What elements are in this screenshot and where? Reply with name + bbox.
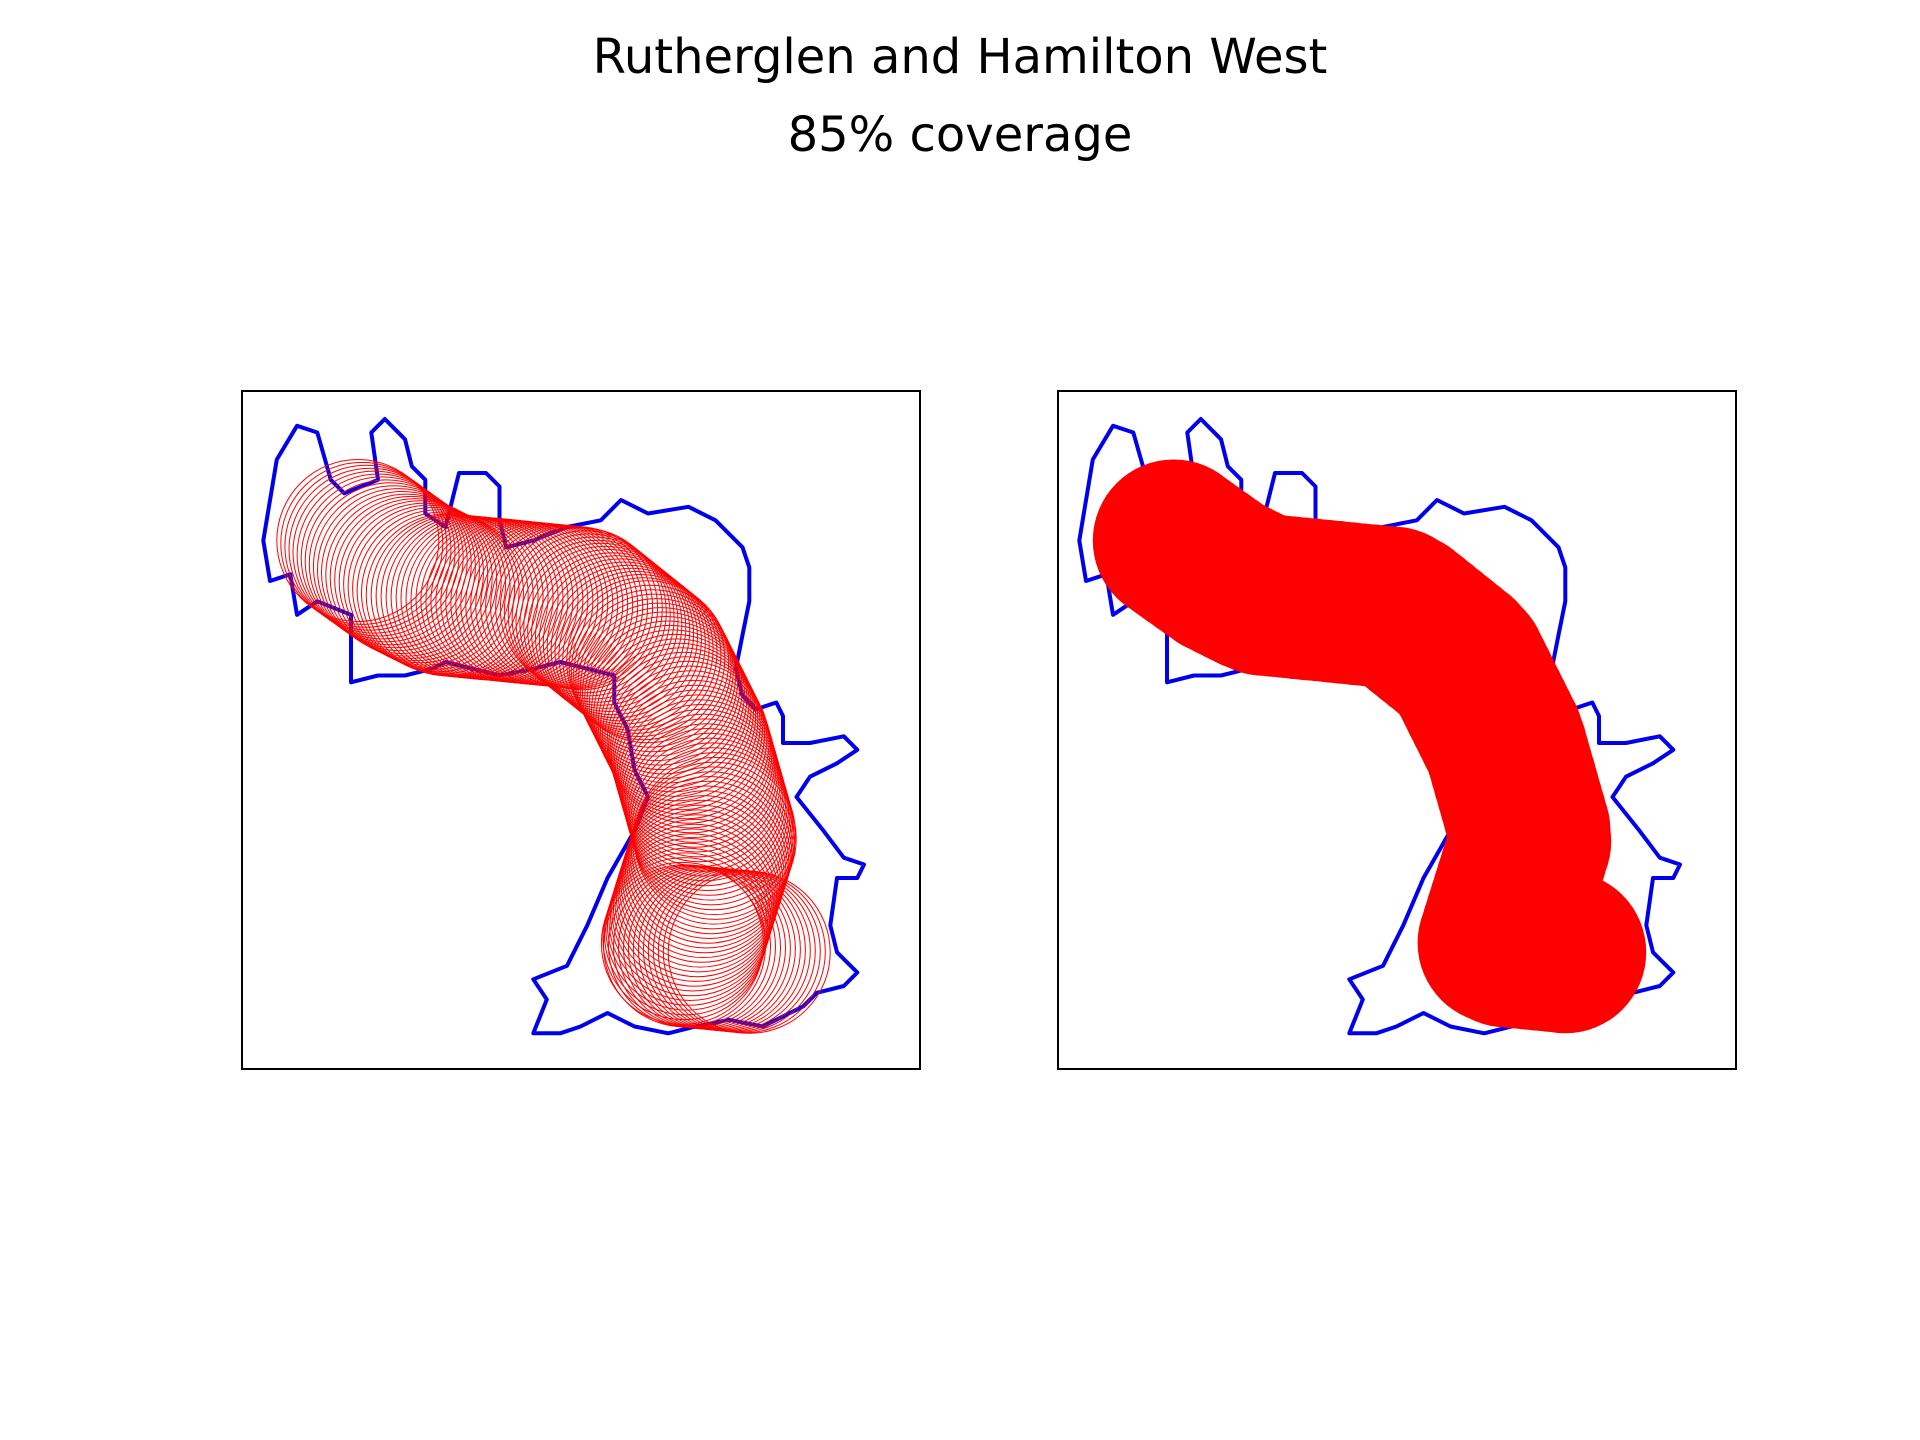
coverage-circle <box>507 533 671 697</box>
coverage-circle <box>632 761 796 925</box>
outline-coverage-map <box>261 417 866 1036</box>
figure-title-block: Rutherglen and Hamilton West 85% coverag… <box>0 18 1920 174</box>
coverage-circle <box>325 493 489 657</box>
filled-coverage-map <box>1077 417 1682 1036</box>
coverage-circle <box>599 647 763 811</box>
coverage-circle <box>609 833 773 997</box>
coverage-circle <box>550 567 714 731</box>
coverage-circle <box>400 516 564 680</box>
coverage-circle <box>631 747 795 911</box>
coverage-circle <box>450 521 614 685</box>
coverage-circle <box>334 498 498 662</box>
coverage-disc <box>1484 871 1647 1034</box>
coverage-circle <box>591 629 754 793</box>
constituency-boundary <box>261 417 866 1036</box>
coverage-subtitle: 85% coverage <box>787 107 1133 163</box>
coverage-fill <box>1092 459 1647 1034</box>
coverage-circle <box>624 723 788 887</box>
coverage-circle <box>538 558 702 722</box>
coverage-circle <box>595 638 759 802</box>
coverage-circle <box>296 473 460 637</box>
coverage-circle <box>292 470 456 634</box>
coverage-circle <box>604 656 768 820</box>
coverage-circle <box>623 790 787 954</box>
filled-coverage-panel <box>1057 390 1737 1070</box>
coverage-circle <box>542 561 706 725</box>
coverage-circle <box>652 869 816 1033</box>
coverage-circle <box>667 870 831 1034</box>
coverage-circle <box>621 795 785 959</box>
coverage-circle <box>573 593 737 757</box>
coverage-circle <box>445 521 609 685</box>
coverage-circle <box>612 823 776 987</box>
coverage-circle <box>624 785 788 949</box>
coverage-circle <box>630 766 794 930</box>
outline-coverage-panel <box>241 390 921 1070</box>
coverage-circle <box>317 488 480 652</box>
coverage-circle <box>582 611 745 775</box>
coverage-circle <box>280 461 444 625</box>
coverage-circle <box>276 459 440 622</box>
coverage-circle <box>614 818 778 982</box>
figure-title: Rutherglen and Hamilton West <box>592 29 1328 85</box>
coverage-circle <box>620 799 784 963</box>
coverage-circle <box>575 598 739 762</box>
coverage-circle <box>527 549 691 712</box>
coverage-circle <box>647 868 811 1032</box>
coverage-circle <box>568 584 732 748</box>
coverage-circle <box>584 616 748 779</box>
coverage-circle <box>633 756 797 920</box>
coverage-circle <box>347 504 511 668</box>
coverage-circle <box>511 536 675 700</box>
coverage-circle <box>410 517 574 681</box>
coverage-circle <box>605 847 769 1011</box>
coverage-circle <box>615 814 779 978</box>
coverage-circle <box>329 495 493 659</box>
coverage-circle <box>588 624 752 788</box>
coverage-circle <box>321 491 484 654</box>
coverage-circle <box>535 555 698 719</box>
coverage-circle <box>499 527 663 691</box>
coverage-circle <box>626 728 789 891</box>
coverage-circle-outlines <box>276 459 831 1034</box>
coverage-circle <box>300 476 464 640</box>
coverage-circle <box>531 552 695 716</box>
coverage-circle <box>352 507 516 670</box>
coverage-circle <box>618 804 782 968</box>
coverage-circle <box>570 589 734 753</box>
coverage-circle <box>558 574 722 737</box>
